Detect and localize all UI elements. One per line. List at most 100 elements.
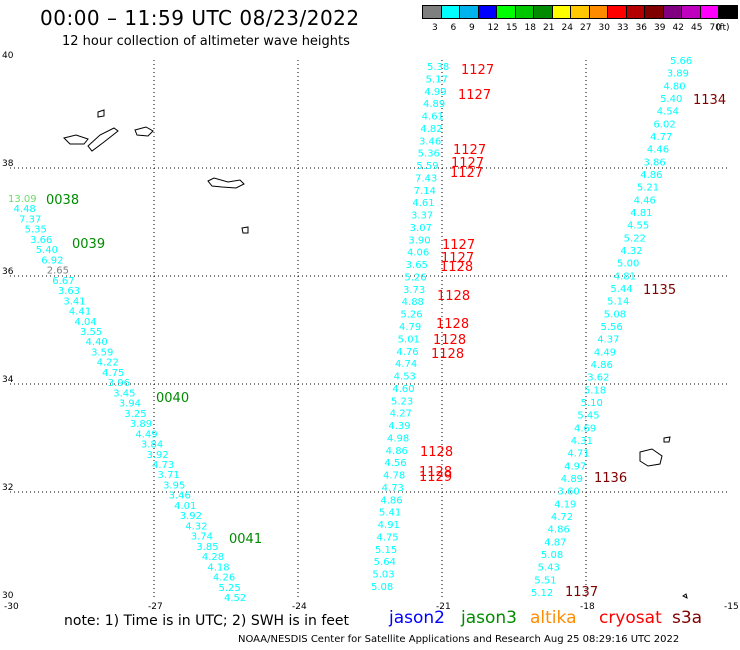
swh-value: 3.66 bbox=[30, 235, 52, 246]
colorbar-label: 36 bbox=[635, 23, 647, 33]
swh-value: 3.86 bbox=[644, 157, 666, 168]
lon-label: -18 bbox=[580, 602, 595, 612]
pass-time-label: 1127 bbox=[442, 238, 475, 253]
swh-value: 4.61 bbox=[412, 198, 434, 209]
swh-value: 6.92 bbox=[41, 255, 63, 266]
swh-value: 4.18 bbox=[207, 562, 229, 573]
swh-value: 3.65 bbox=[406, 260, 428, 271]
colorbar-label: 24 bbox=[561, 23, 573, 33]
swh-value: 3.25 bbox=[124, 409, 146, 420]
colorbar-label: 21 bbox=[543, 23, 555, 33]
swh-value: 3.74 bbox=[191, 532, 213, 543]
swh-value: 5.17 bbox=[426, 74, 448, 85]
swh-value: 4.78 bbox=[383, 471, 405, 482]
pass-time-label: 0039 bbox=[72, 237, 105, 252]
swh-value: 4.19 bbox=[554, 499, 576, 510]
swh-value: 5.18 bbox=[584, 385, 606, 396]
swh-value: 4.81 bbox=[614, 271, 636, 282]
swh-value: 6.02 bbox=[653, 119, 675, 130]
swh-value: 3.90 bbox=[408, 235, 430, 246]
lat-label: 38 bbox=[2, 159, 14, 169]
swh-value: 5.00 bbox=[617, 259, 639, 270]
swh-value: 5.10 bbox=[581, 398, 603, 409]
swh-value: 5.36 bbox=[418, 149, 440, 160]
pass-time-label: 0041 bbox=[229, 532, 262, 547]
lon-label: -27 bbox=[148, 602, 163, 612]
swh-value: 5.08 bbox=[604, 309, 626, 320]
swh-value: 5.40 bbox=[36, 245, 58, 256]
swh-value: 4.82 bbox=[420, 124, 442, 135]
island-graciosa bbox=[97, 109, 105, 118]
colorbar-label: 70 bbox=[709, 23, 721, 33]
swh-value: 4.28 bbox=[202, 552, 224, 563]
track-jason3: 13.094.487.375.353.665.406.922.656.673.6… bbox=[8, 193, 262, 604]
swh-value: 7.14 bbox=[414, 186, 436, 197]
swh-value: 3.89 bbox=[667, 69, 689, 80]
swh-value: 3.89 bbox=[130, 419, 152, 430]
colorbar-label: 27 bbox=[580, 23, 592, 33]
swh-value: 5.03 bbox=[372, 570, 394, 581]
swh-value: 3.84 bbox=[141, 440, 163, 451]
swh-value: 5.22 bbox=[624, 233, 646, 244]
swh-value: 4.32 bbox=[620, 246, 642, 257]
swh-value: 4.61 bbox=[422, 112, 444, 123]
swh-value: 7.37 bbox=[19, 214, 41, 225]
swh-value: 4.32 bbox=[185, 521, 207, 532]
track-cryosat: 5.385.174.994.894.614.823.465.365.597.43… bbox=[371, 62, 494, 593]
swh-value: 4.86 bbox=[548, 525, 570, 536]
swh-value: 4.69 bbox=[574, 423, 596, 434]
swh-value: 4.76 bbox=[396, 347, 418, 358]
swh-value: 5.41 bbox=[379, 508, 401, 519]
lat-label: 32 bbox=[2, 483, 13, 493]
swh-value: 4.87 bbox=[544, 537, 566, 548]
colorbar-label: 33 bbox=[617, 23, 629, 33]
swh-value: 4.86 bbox=[640, 170, 662, 181]
swh-value: 4.48 bbox=[14, 204, 36, 215]
swh-value: 4.74 bbox=[395, 359, 417, 370]
swh-value: 5.51 bbox=[534, 575, 556, 586]
swh-value: 5.59 bbox=[416, 161, 438, 172]
pass-time-label: 1128 bbox=[420, 445, 453, 460]
swh-value: 4.46 bbox=[647, 145, 669, 156]
colorbar-label: 42 bbox=[672, 23, 684, 33]
swh-value: 5.44 bbox=[610, 284, 632, 295]
swh-value: 5.23 bbox=[391, 396, 413, 407]
swh-value: 3.46 bbox=[419, 136, 441, 147]
swh-value: 4.22 bbox=[97, 358, 119, 369]
pass-time-label: 1127 bbox=[451, 156, 484, 171]
map-subtitle: 12 hour collection of altimeter wave hei… bbox=[62, 34, 350, 49]
island-porto-santo bbox=[663, 436, 671, 443]
island-pico-faial bbox=[63, 134, 89, 145]
swh-value: 4.27 bbox=[390, 409, 412, 420]
satellite-jason2: jason2 bbox=[389, 608, 445, 628]
swh-value: 3.92 bbox=[180, 511, 202, 522]
swh-value: 6.67 bbox=[52, 276, 74, 287]
pass-time-label: 1135 bbox=[643, 283, 676, 298]
swh-value: 4.77 bbox=[650, 132, 672, 143]
swh-value: 5.66 bbox=[670, 56, 692, 67]
swh-value: 4.72 bbox=[551, 512, 573, 523]
pass-time-label: 1127 bbox=[441, 251, 474, 266]
swh-value: 3.73 bbox=[403, 285, 425, 296]
swh-value: 4.46 bbox=[634, 195, 656, 206]
swh-value: 4.88 bbox=[402, 297, 424, 308]
swh-value: 4.40 bbox=[86, 337, 108, 348]
swh-value: 4.89 bbox=[561, 474, 583, 485]
swh-value: 3.59 bbox=[91, 347, 113, 358]
swh-value: 4.86 bbox=[386, 446, 408, 457]
swh-value: 3.37 bbox=[411, 211, 433, 222]
coastlines bbox=[63, 109, 688, 599]
colorbar-label: 30 bbox=[598, 23, 610, 33]
satellite-altika: altika bbox=[530, 608, 577, 628]
swh-value: 4.86 bbox=[380, 495, 402, 506]
swh-value: 3.07 bbox=[410, 223, 432, 234]
island-santa-maria bbox=[241, 226, 249, 234]
pass-time-label: 0040 bbox=[156, 391, 189, 406]
swh-value: 3.55 bbox=[80, 327, 102, 338]
swh-value: 4.97 bbox=[564, 461, 586, 472]
swh-value: 5.64 bbox=[374, 557, 396, 568]
swh-value: 5.01 bbox=[398, 334, 420, 345]
swh-value: 4.80 bbox=[663, 81, 685, 92]
swh-value: 3.41 bbox=[63, 296, 85, 307]
lon-label: -15 bbox=[724, 602, 739, 612]
